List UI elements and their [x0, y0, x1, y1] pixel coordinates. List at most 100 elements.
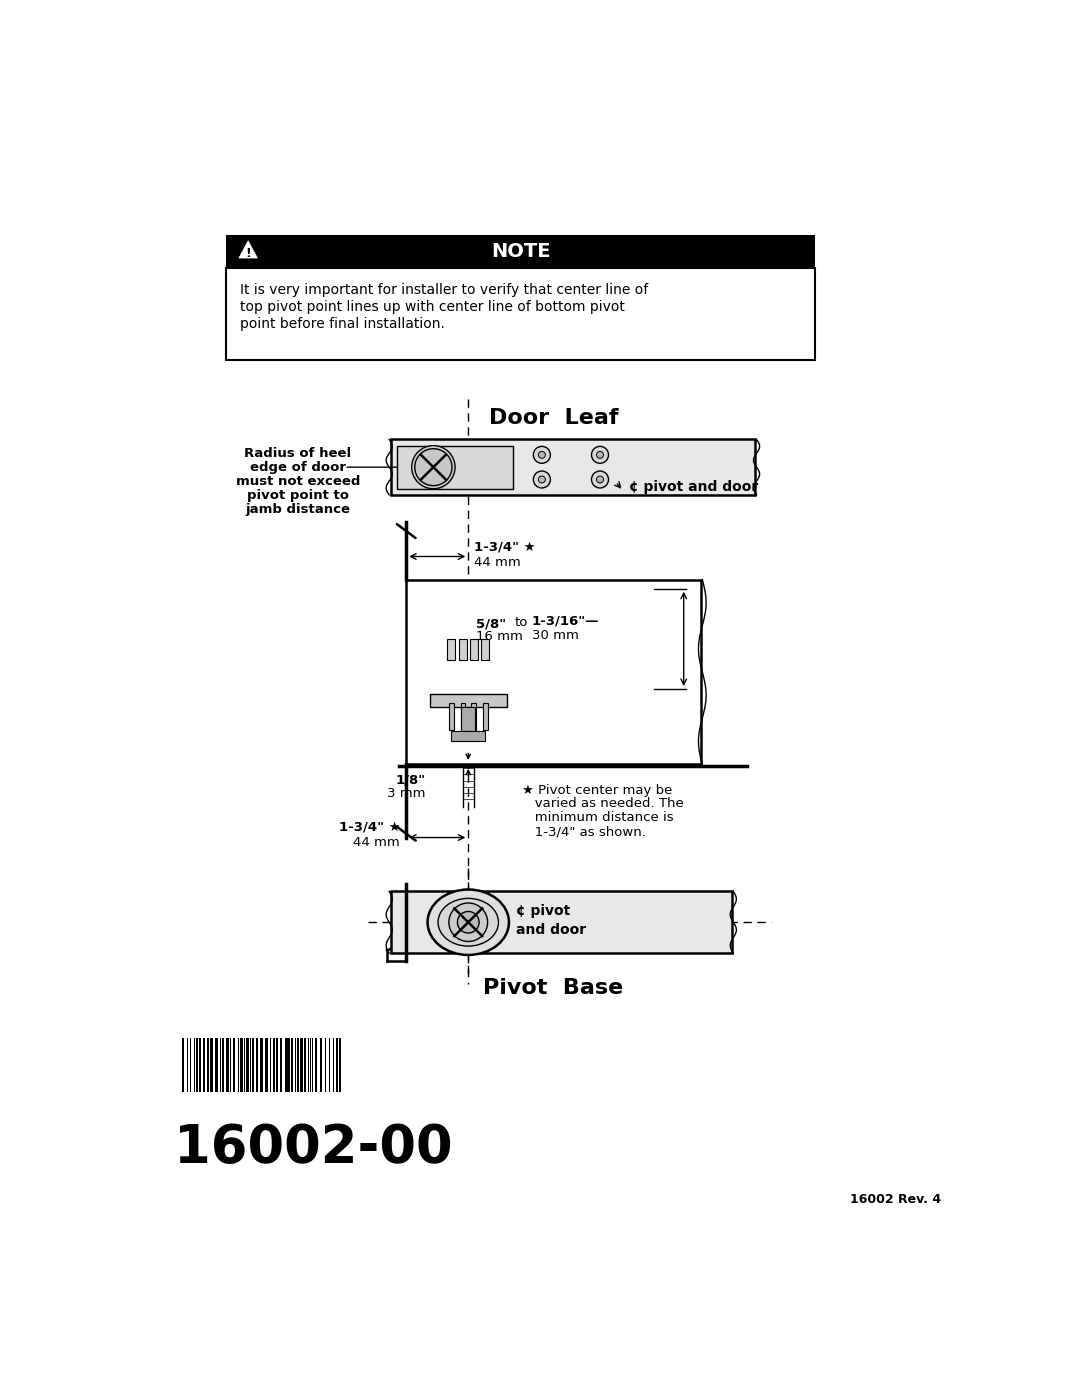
Bar: [320, 1038, 322, 1091]
Text: 3 mm: 3 mm: [387, 787, 426, 800]
Bar: [227, 236, 815, 268]
Circle shape: [415, 448, 451, 486]
Text: jamb distance: jamb distance: [245, 503, 350, 515]
Text: Radius of heel: Radius of heel: [244, 447, 351, 460]
Bar: [222, 1038, 224, 1091]
Text: ¢ pivot and door: ¢ pivot and door: [630, 481, 759, 495]
Text: 1-3/16"—: 1-3/16"—: [531, 615, 599, 627]
Bar: [288, 1038, 291, 1091]
Bar: [300, 1038, 302, 1091]
Text: and door: and door: [516, 923, 586, 937]
Text: 1-3/4" as shown.: 1-3/4" as shown.: [523, 826, 646, 838]
Bar: [324, 1038, 326, 1091]
Circle shape: [449, 902, 488, 942]
Bar: [461, 707, 475, 731]
Bar: [246, 1038, 248, 1091]
Bar: [482, 638, 489, 661]
Bar: [308, 1038, 309, 1091]
Text: 5/8": 5/8": [476, 617, 507, 631]
Text: ¢ pivot: ¢ pivot: [516, 904, 570, 918]
Text: edge of door: edge of door: [249, 461, 346, 474]
Text: 16002 Rev. 4: 16002 Rev. 4: [850, 1193, 941, 1206]
Bar: [226, 1038, 229, 1091]
Bar: [336, 1038, 338, 1091]
Text: Door  Leaf: Door Leaf: [489, 408, 618, 427]
Bar: [483, 703, 488, 729]
Bar: [203, 1038, 205, 1091]
Bar: [233, 1038, 235, 1091]
Bar: [447, 638, 455, 661]
Text: Pivot  Base: Pivot Base: [484, 978, 623, 997]
Bar: [195, 1038, 198, 1091]
Text: 1-3/4" ★: 1-3/4" ★: [474, 541, 536, 553]
Text: varied as needed. The: varied as needed. The: [523, 798, 685, 810]
Ellipse shape: [438, 898, 499, 946]
Bar: [333, 1038, 335, 1091]
Text: It is very important for installer to verify that center line of: It is very important for installer to ve…: [241, 284, 649, 298]
Circle shape: [458, 911, 480, 933]
Text: must not exceed: must not exceed: [235, 475, 360, 488]
Bar: [270, 1038, 271, 1091]
Bar: [449, 703, 454, 729]
Bar: [281, 1038, 282, 1091]
Text: 30 mm: 30 mm: [531, 629, 579, 641]
Bar: [460, 703, 465, 729]
Text: pivot point to: pivot point to: [246, 489, 349, 502]
Bar: [430, 693, 507, 707]
Bar: [391, 891, 732, 953]
Bar: [183, 1038, 185, 1091]
Bar: [256, 1038, 257, 1091]
Bar: [471, 703, 476, 729]
Bar: [285, 1038, 287, 1091]
Bar: [391, 440, 755, 495]
Text: 16002-00: 16002-00: [174, 1122, 453, 1175]
Polygon shape: [239, 240, 257, 258]
Bar: [297, 1038, 299, 1091]
Bar: [470, 638, 477, 661]
Circle shape: [596, 451, 604, 458]
Bar: [272, 1038, 274, 1091]
Text: ★ Pivot center may be: ★ Pivot center may be: [523, 784, 673, 796]
Text: point before final installation.: point before final installation.: [241, 317, 445, 331]
Bar: [220, 1038, 221, 1091]
Circle shape: [534, 447, 551, 464]
Circle shape: [539, 451, 545, 458]
Bar: [253, 1038, 254, 1091]
Text: !: !: [245, 247, 251, 260]
Bar: [240, 1038, 243, 1091]
Text: 1/8": 1/8": [395, 774, 426, 787]
Text: 1-3/4" ★: 1-3/4" ★: [338, 820, 400, 833]
Bar: [206, 1038, 210, 1091]
Bar: [230, 1038, 231, 1091]
Bar: [459, 638, 467, 661]
Bar: [211, 1038, 213, 1091]
Text: to: to: [515, 616, 528, 629]
Circle shape: [534, 471, 551, 488]
Bar: [406, 580, 701, 764]
Circle shape: [592, 471, 608, 488]
Bar: [227, 268, 815, 360]
Bar: [397, 446, 513, 489]
Text: NOTE: NOTE: [491, 242, 551, 261]
Bar: [292, 1038, 293, 1091]
Bar: [275, 1038, 278, 1091]
Bar: [451, 731, 485, 742]
Bar: [190, 1038, 191, 1091]
Bar: [266, 1038, 268, 1091]
Bar: [303, 1038, 306, 1091]
Bar: [338, 1038, 341, 1091]
Bar: [244, 1038, 245, 1091]
Bar: [215, 1038, 218, 1091]
Text: 16 mm: 16 mm: [476, 630, 523, 643]
Text: 44 mm: 44 mm: [353, 835, 400, 848]
Bar: [260, 1038, 262, 1091]
Ellipse shape: [428, 890, 509, 956]
Bar: [314, 1038, 318, 1091]
Text: top pivot point lines up with center line of bottom pivot: top pivot point lines up with center lin…: [241, 300, 625, 314]
Text: 44 mm: 44 mm: [474, 556, 522, 569]
Text: minimum distance is: minimum distance is: [523, 812, 674, 824]
Bar: [199, 1038, 201, 1091]
Circle shape: [411, 446, 455, 489]
Circle shape: [596, 476, 604, 483]
Circle shape: [592, 447, 608, 464]
